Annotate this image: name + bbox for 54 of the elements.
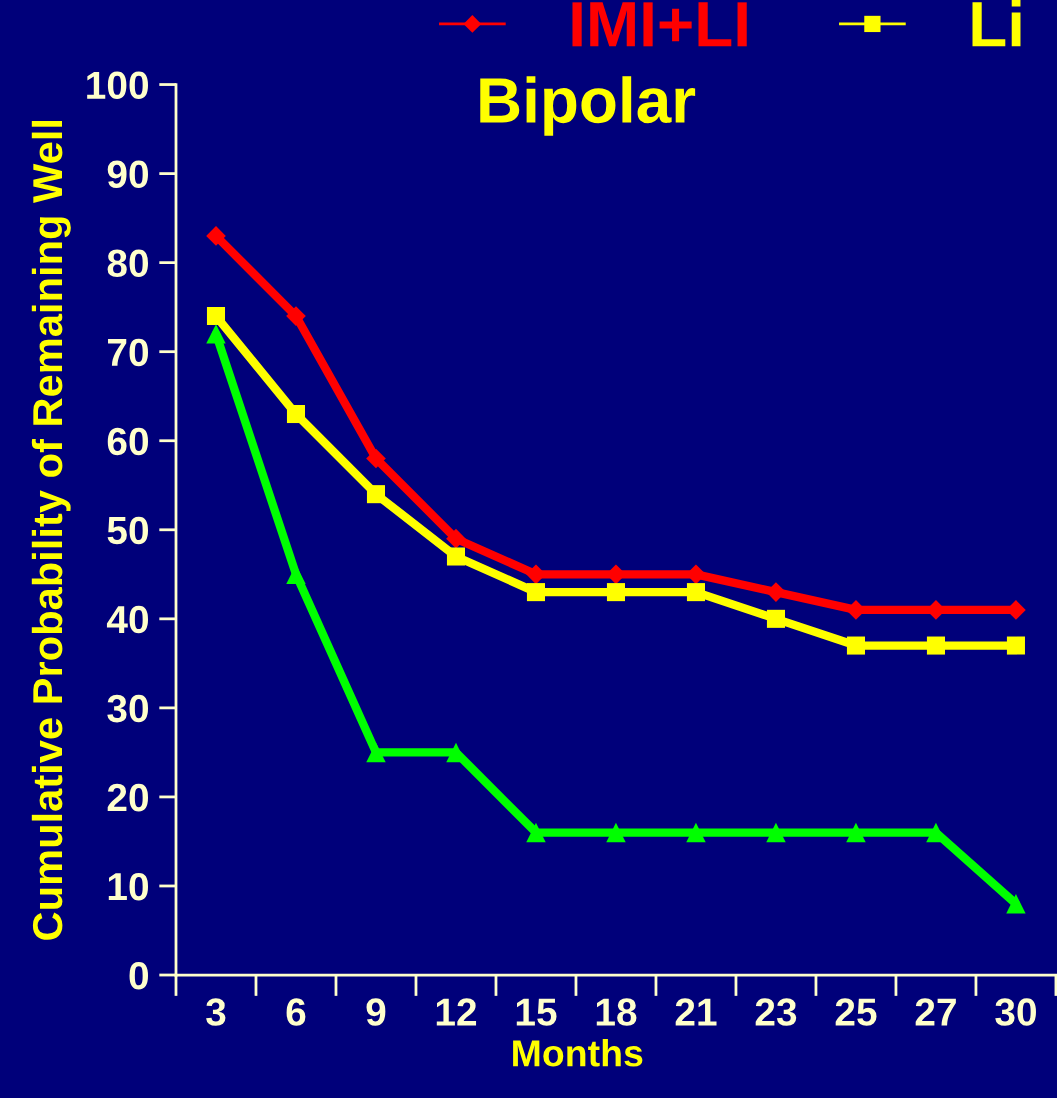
x-tick-label: 9 (366, 998, 386, 1026)
chart-title: Bipolar (480, 76, 696, 136)
x-tick-label: 18 (596, 998, 637, 1026)
y-tick-label: 80 (107, 249, 149, 278)
x-tick-label: 15 (516, 998, 557, 1026)
x-tick-label: 3 (206, 998, 226, 1026)
y-tick-label: 50 (107, 516, 149, 545)
point (286, 404, 306, 424)
point (686, 564, 706, 585)
point (206, 226, 226, 246)
point (286, 306, 306, 326)
x-tick-label: 12 (436, 998, 477, 1026)
y-tick-label: 30 (107, 694, 149, 723)
x-axis-title: Months (513, 1039, 643, 1067)
point (846, 822, 866, 843)
point (766, 609, 785, 628)
y-tick-label: 20 (107, 783, 149, 812)
y-axis-title: Cumulative Probability of Remaining Well (31, 120, 71, 940)
point (446, 528, 466, 549)
y-tick-label: 90 (107, 160, 149, 189)
point (1006, 894, 1026, 914)
point (526, 822, 546, 843)
point (766, 582, 786, 602)
y-tick-label: 40 (106, 605, 149, 634)
point (366, 742, 386, 763)
y-tick-label: 100 (87, 71, 149, 100)
point (206, 324, 226, 344)
x-tick-label: 27 (915, 998, 956, 1026)
point (366, 485, 386, 504)
point (926, 636, 945, 655)
x-tick-label: 25 (835, 998, 877, 1026)
point (366, 448, 386, 469)
y-tick-label: 70 (108, 338, 149, 367)
y-tick-label: 60 (107, 427, 149, 456)
point (526, 564, 546, 585)
legend-label: IMI+LI (572, 2, 747, 47)
x-tick-label: 23 (755, 998, 797, 1026)
point (846, 636, 865, 655)
point (606, 564, 626, 585)
point (446, 547, 465, 566)
point (606, 822, 626, 843)
x-tick-label: 21 (675, 998, 717, 1026)
point (526, 583, 545, 602)
point (606, 583, 625, 602)
point (206, 307, 226, 326)
x-tick-label: 30 (995, 998, 1036, 1026)
point (686, 583, 705, 602)
point (1006, 636, 1025, 655)
legend-label: Li (972, 0, 1021, 47)
x-tick-label: 6 (286, 998, 306, 1026)
point (686, 822, 706, 843)
y-tick-label: 0 (129, 961, 149, 990)
point (766, 822, 786, 843)
y-tick-label: 10 (108, 872, 149, 901)
